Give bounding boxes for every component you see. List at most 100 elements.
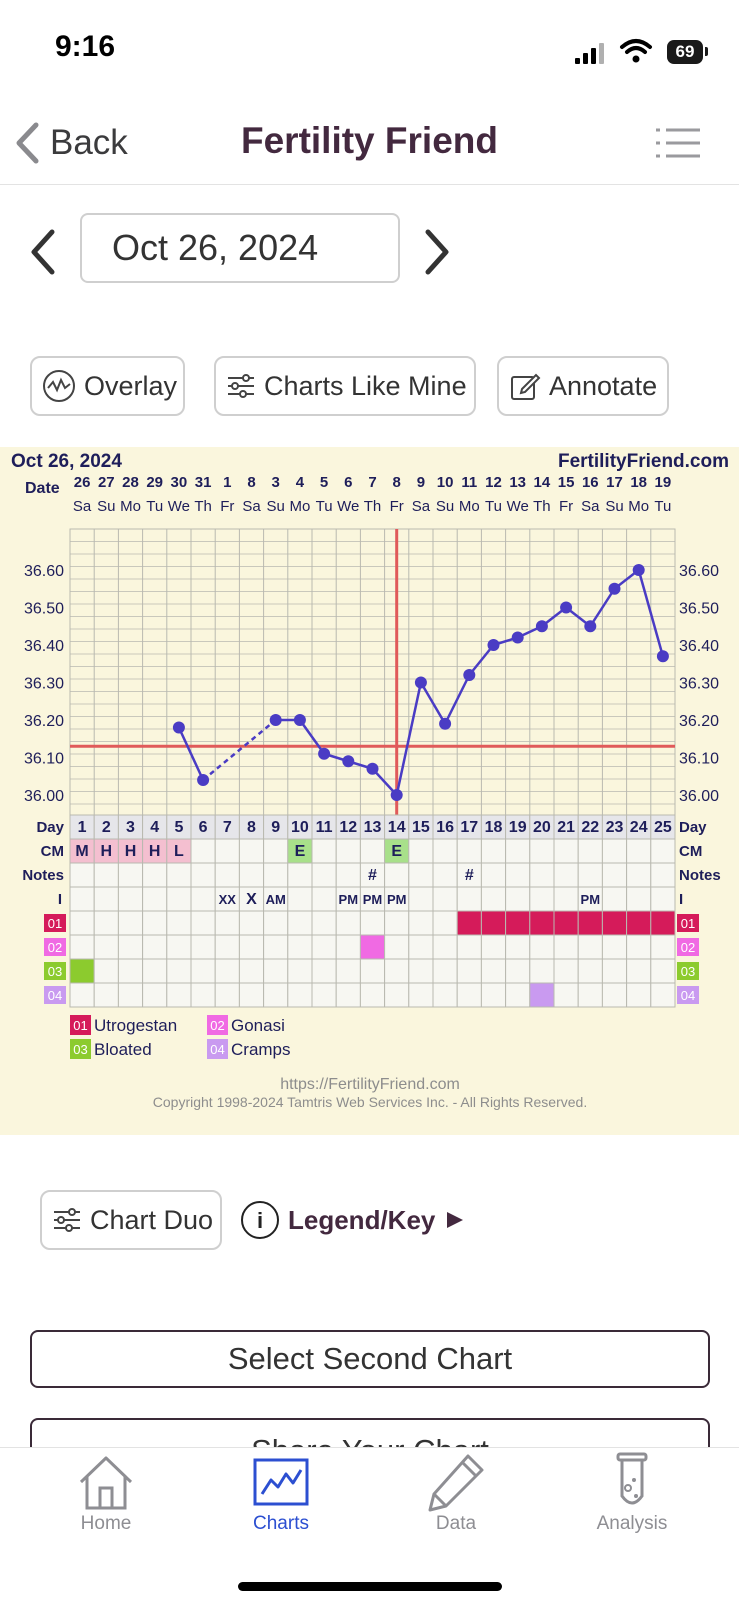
tab-charts[interactable]: Charts — [189, 1448, 373, 1558]
cm-cell — [287, 838, 313, 864]
cm-row-label-left: CM — [41, 843, 64, 860]
custom-row-cell — [359, 982, 386, 1008]
back-button[interactable]: Back — [14, 120, 128, 166]
intercourse-cell — [384, 886, 410, 912]
cm-cell — [408, 838, 434, 864]
day-value: 9 — [271, 819, 280, 836]
cm-cell — [456, 838, 482, 864]
select-second-chart-button[interactable]: Select Second Chart — [30, 1330, 710, 1388]
temperature-point — [535, 620, 548, 633]
temperature-segment — [395, 682, 423, 796]
custom-row-cell — [117, 982, 144, 1008]
cm-value: H — [125, 843, 137, 860]
weekday-label: Fr — [390, 498, 404, 515]
weekday-label: Su — [97, 498, 115, 515]
custom-row-cell — [553, 958, 579, 984]
intercourse-cell — [214, 886, 240, 912]
custom-row-cell — [359, 934, 386, 960]
intercourse-cell — [553, 886, 579, 912]
custom-row-cell — [529, 910, 555, 936]
custom-row-cell — [480, 982, 507, 1008]
custom-row-swatch-left — [44, 938, 66, 956]
day-value: 18 — [485, 819, 503, 836]
tab-analysis[interactable]: Analysis — [540, 1448, 724, 1558]
notes-cell — [214, 862, 240, 888]
date-label: 17 — [606, 474, 623, 491]
custom-row-cell — [287, 958, 313, 984]
intercourse-cell — [287, 886, 313, 912]
hamburger-icon[interactable] — [654, 126, 702, 160]
day-row-label-right: Day — [679, 819, 707, 836]
custom-row-cell — [456, 958, 482, 984]
custom-row-cell — [456, 934, 482, 960]
overlay-button[interactable]: Overlay — [30, 356, 185, 416]
intercourse-cell — [456, 886, 482, 912]
custom-row-cell — [190, 958, 216, 984]
y-tick-label-left: 36.00 — [24, 788, 64, 805]
day-value: 14 — [388, 819, 406, 836]
tab-analysis-label: Analysis — [596, 1513, 668, 1534]
date-label: 12 — [485, 474, 502, 491]
custom-row-cell — [287, 910, 313, 936]
notes-cell — [384, 862, 410, 888]
tab-home[interactable]: Home — [14, 1448, 198, 1558]
day-value: 15 — [412, 819, 430, 836]
custom-row-cell — [214, 910, 240, 936]
notes-row-label-left: Notes — [22, 867, 64, 884]
notes-cell — [505, 862, 531, 888]
weekday-label: Fr — [220, 498, 234, 515]
charts-like-mine-button[interactable]: Charts Like Mine — [214, 356, 476, 416]
custom-row-cell — [69, 910, 95, 936]
y-tick-label-right: 36.30 — [679, 676, 719, 693]
custom-row-cell — [384, 982, 410, 1008]
custom-row-code-left: 02 — [48, 940, 62, 955]
previous-date-button[interactable] — [26, 228, 60, 276]
weekday-label: Su — [267, 498, 285, 515]
date-selector[interactable]: Oct 26, 2024 — [80, 213, 400, 283]
notes-value: # — [368, 867, 377, 884]
custom-row-cell — [577, 982, 603, 1008]
temperature-segment — [443, 674, 471, 725]
custom-row-swatch-right — [677, 914, 699, 932]
custom-row-cell — [142, 982, 168, 1008]
next-date-button[interactable] — [420, 228, 454, 276]
legend-code: 02 — [210, 1018, 224, 1033]
day-value: 12 — [339, 819, 357, 836]
custom-row-cell — [626, 982, 652, 1008]
custom-row-cell — [650, 958, 676, 984]
day-value: 2 — [102, 819, 111, 836]
notes-cell — [432, 862, 458, 888]
y-tick-label-right: 36.20 — [679, 713, 719, 730]
custom-row-cell — [553, 910, 579, 936]
sliders-icon — [228, 374, 254, 398]
custom-row-cell — [650, 910, 676, 936]
weekday-label: Su — [436, 498, 454, 515]
day-value: 24 — [630, 819, 648, 836]
annotate-button[interactable]: Annotate — [497, 356, 669, 416]
back-label: Back — [50, 123, 128, 162]
custom-row-code-right: 02 — [681, 940, 695, 955]
legend-swatch — [70, 1015, 91, 1035]
custom-row-cell — [505, 982, 531, 1008]
intercourse-cell — [432, 886, 458, 912]
date-label: 27 — [98, 474, 115, 491]
day-value: 11 — [316, 819, 333, 836]
legend-key-button[interactable]: i Legend/Key — [240, 1199, 467, 1241]
notes-value: # — [465, 867, 474, 884]
edit-icon — [511, 373, 541, 400]
cm-cell — [69, 838, 95, 864]
chart-duo-button[interactable]: Chart Duo — [40, 1190, 222, 1250]
temperature-point — [269, 714, 282, 726]
intercourse-value: PM — [363, 892, 383, 907]
temperature-point — [584, 620, 597, 633]
custom-row-swatch-left — [44, 986, 66, 1004]
custom-row-code-left: 04 — [48, 988, 62, 1003]
custom-row-cell — [626, 958, 652, 984]
temperature-point — [318, 747, 331, 760]
y-tick-label-left: 36.10 — [24, 751, 64, 768]
custom-row-cell — [456, 982, 482, 1008]
custom-row-cell — [263, 982, 289, 1008]
legend-label: Bloated — [94, 1040, 152, 1059]
cm-cell — [190, 838, 216, 864]
tab-data[interactable]: Data — [364, 1448, 548, 1558]
